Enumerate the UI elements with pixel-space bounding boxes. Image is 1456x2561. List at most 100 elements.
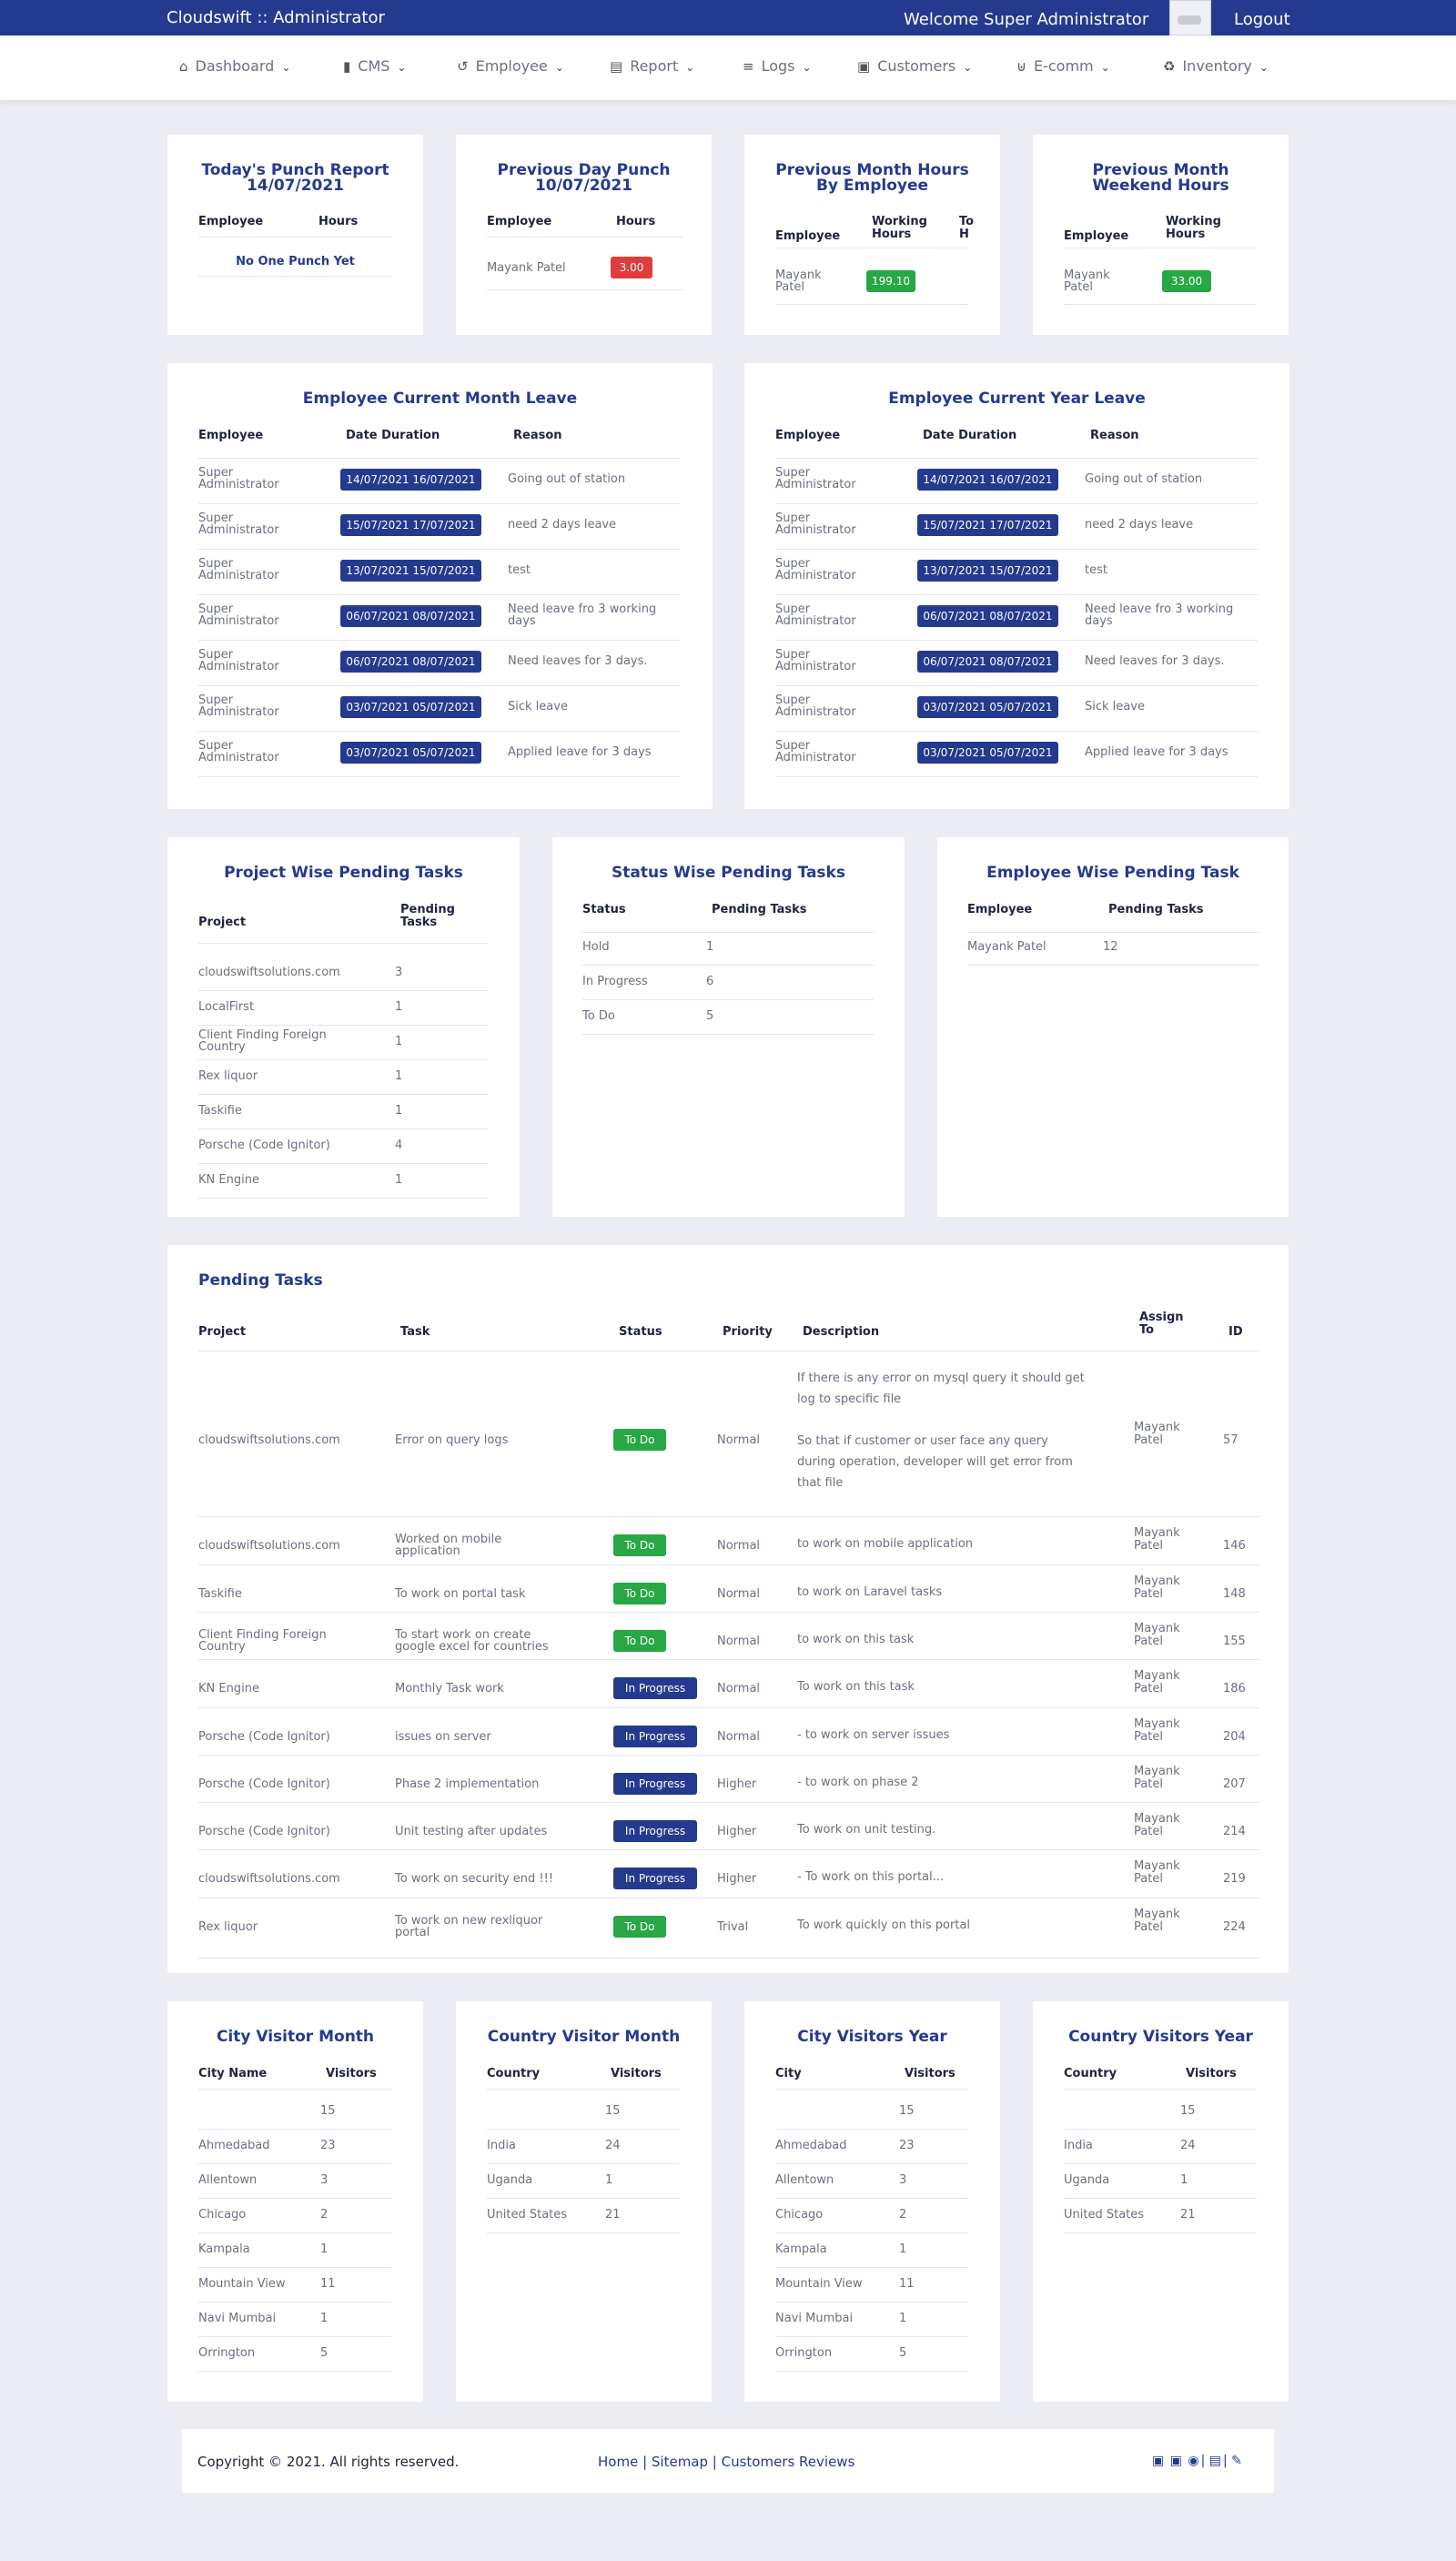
empty-message: No One Punch Yet <box>236 255 355 268</box>
id-cell: 214 <box>1223 1825 1246 1838</box>
previous-day-punch-card: Previous Day Punch 10/07/2021 Employee Hour… <box>456 135 712 335</box>
assignee-cell: Mayank <box>1134 1526 1180 1540</box>
nav-item-customers[interactable]: ▣ Customers ⌄ <box>857 57 972 75</box>
row-divider <box>775 2371 968 2372</box>
table-cell: days <box>508 614 536 628</box>
history-icon: ↺ <box>457 58 469 75</box>
column-header: Reason <box>1090 429 1139 442</box>
city-year-card: City Visitors Year City Visitors 15 Ahmedaba… <box>744 2001 1000 2402</box>
row-divider <box>1064 2232 1257 2233</box>
row-divider <box>198 2267 391 2268</box>
row-divider <box>967 965 1259 966</box>
row-divider <box>198 731 681 732</box>
row-divider <box>582 965 874 966</box>
card-title: Weekend Hours <box>1092 177 1229 195</box>
id-cell: 224 <box>1223 1920 1246 1934</box>
row-divider <box>487 2089 680 2090</box>
date-badge: 14/07/2021 16/07/2021 <box>340 469 481 491</box>
visitor-count: 1 <box>899 2242 907 2256</box>
assignee-cell: Patel <box>1134 1539 1163 1553</box>
row-divider <box>198 1564 1259 1565</box>
edit-icon[interactable]: ✎ <box>1231 2454 1242 2468</box>
row-divider <box>198 2302 391 2303</box>
customer-reviews-link[interactable]: Customers Reviews <box>721 2454 855 2470</box>
nav-item-label: E-comm <box>1033 57 1094 75</box>
nav-item-dashboard[interactable]: ⌂ Dashboard ⌄ <box>179 57 290 75</box>
card-title: Country Visitor Month <box>487 2028 681 2046</box>
card-title: Previous Day Punch <box>497 161 671 179</box>
row-divider <box>198 237 391 238</box>
table-cell: need 2 days leave <box>1085 518 1194 531</box>
assignee-cell: Patel <box>1134 1872 1163 1886</box>
row-divider <box>198 1198 488 1199</box>
table-cell: Super <box>775 466 811 480</box>
visitor-count: 1 <box>1180 2173 1188 2187</box>
column-header: Hours <box>872 228 912 241</box>
priority-cell: Normal <box>717 1587 761 1601</box>
footer-separator: | <box>638 2454 652 2470</box>
table-cell: Patel <box>775 280 804 294</box>
visitor-count: 24 <box>605 2139 621 2152</box>
row-divider <box>487 2163 680 2164</box>
nav-item-employee[interactable]: ↺ Employee ⌄ <box>457 57 564 75</box>
id-cell: 204 <box>1223 1730 1246 1744</box>
card-title: Previous Month <box>1092 161 1229 179</box>
nav-item-inventory[interactable]: ♻ Inventory ⌄ <box>1163 57 1269 75</box>
row-divider <box>1064 2198 1257 2199</box>
home-link[interactable]: Home <box>598 2454 639 2470</box>
avatar[interactable] <box>1169 0 1211 35</box>
table-cell: Super <box>775 511 811 525</box>
visitor-count: 11 <box>320 2277 336 2291</box>
visitor-location: Uganda <box>1064 2173 1110 2187</box>
column-header: Country <box>1064 2067 1117 2080</box>
date-badge: 15/07/2021 17/07/2021 <box>340 514 481 536</box>
status-badge: To Do <box>613 1429 666 1451</box>
priority-cell: Normal <box>717 1730 761 1744</box>
row-divider <box>1064 2089 1257 2090</box>
column-header: Pending Tasks <box>712 903 807 916</box>
table-cell: 5 <box>706 1009 714 1023</box>
row-divider <box>198 2371 391 2372</box>
nav-item-report[interactable]: ▤ Report ⌄ <box>610 57 694 75</box>
date-badge: 06/07/2021 08/07/2021 <box>917 605 1058 627</box>
sitemap-link[interactable]: Sitemap <box>651 2454 709 2470</box>
nav-item-label: Dashboard <box>195 57 275 75</box>
table-cell: Super <box>775 739 811 753</box>
row-divider <box>198 776 681 777</box>
column-header: ID <box>1228 1325 1243 1339</box>
table-cell: Porsche (Code Ignitor) <box>198 1139 330 1152</box>
nav-item-label: Inventory <box>1182 57 1252 75</box>
table-cell: Administrator <box>198 751 279 764</box>
column-header: Employee <box>487 215 552 228</box>
table-cell: Administrator <box>775 705 856 719</box>
row-divider <box>487 237 682 238</box>
document-icon[interactable]: ▤ <box>1208 2454 1221 2468</box>
table-cell: Hold <box>582 940 610 954</box>
row-divider <box>198 990 488 991</box>
row-divider <box>198 2232 391 2233</box>
recycle-icon: ♻ <box>1163 58 1176 75</box>
project-cell: Porsche (Code Ignitor) <box>198 1825 330 1838</box>
logout-link[interactable]: Logout <box>1234 10 1290 29</box>
visitor-location: Allentown <box>775 2173 834 2187</box>
eye-icon[interactable]: ◉ <box>1188 2454 1199 2468</box>
table-cell: Administrator <box>198 569 279 582</box>
employee-pending-card: Employee Wise Pending Task Employee Pendin… <box>937 837 1289 1217</box>
table-cell: LocalFirst <box>198 1000 255 1014</box>
nav-item-logs[interactable]: ≡ Logs ⌄ <box>743 57 812 75</box>
visitor-location: Mountain View <box>775 2277 863 2291</box>
nav-item-ecomm[interactable]: ⊎ E-comm ⌄ <box>1016 57 1110 75</box>
column-header: Description <box>803 1325 880 1339</box>
facebook-icon[interactable]: ▣ <box>1169 2454 1182 2468</box>
pending-tasks-card: Pending Tasks Project Task Status Priority De… <box>167 1245 1289 1973</box>
project-cell: cloudswiftsolutions.com <box>198 1872 340 1886</box>
description-cell: to work on mobile application <box>797 1537 974 1551</box>
linkedin-icon[interactable]: ▣ <box>1152 2454 1165 2468</box>
row-divider <box>198 1094 488 1095</box>
column-header: Hours <box>318 215 359 228</box>
nav-item-cms[interactable]: ▮ CMS ⌄ <box>343 57 406 75</box>
priority-cell: Normal <box>717 1682 761 1696</box>
column-header: Visitors <box>905 2067 956 2080</box>
row-divider <box>582 932 874 933</box>
status-badge: To Do <box>613 1916 666 1938</box>
